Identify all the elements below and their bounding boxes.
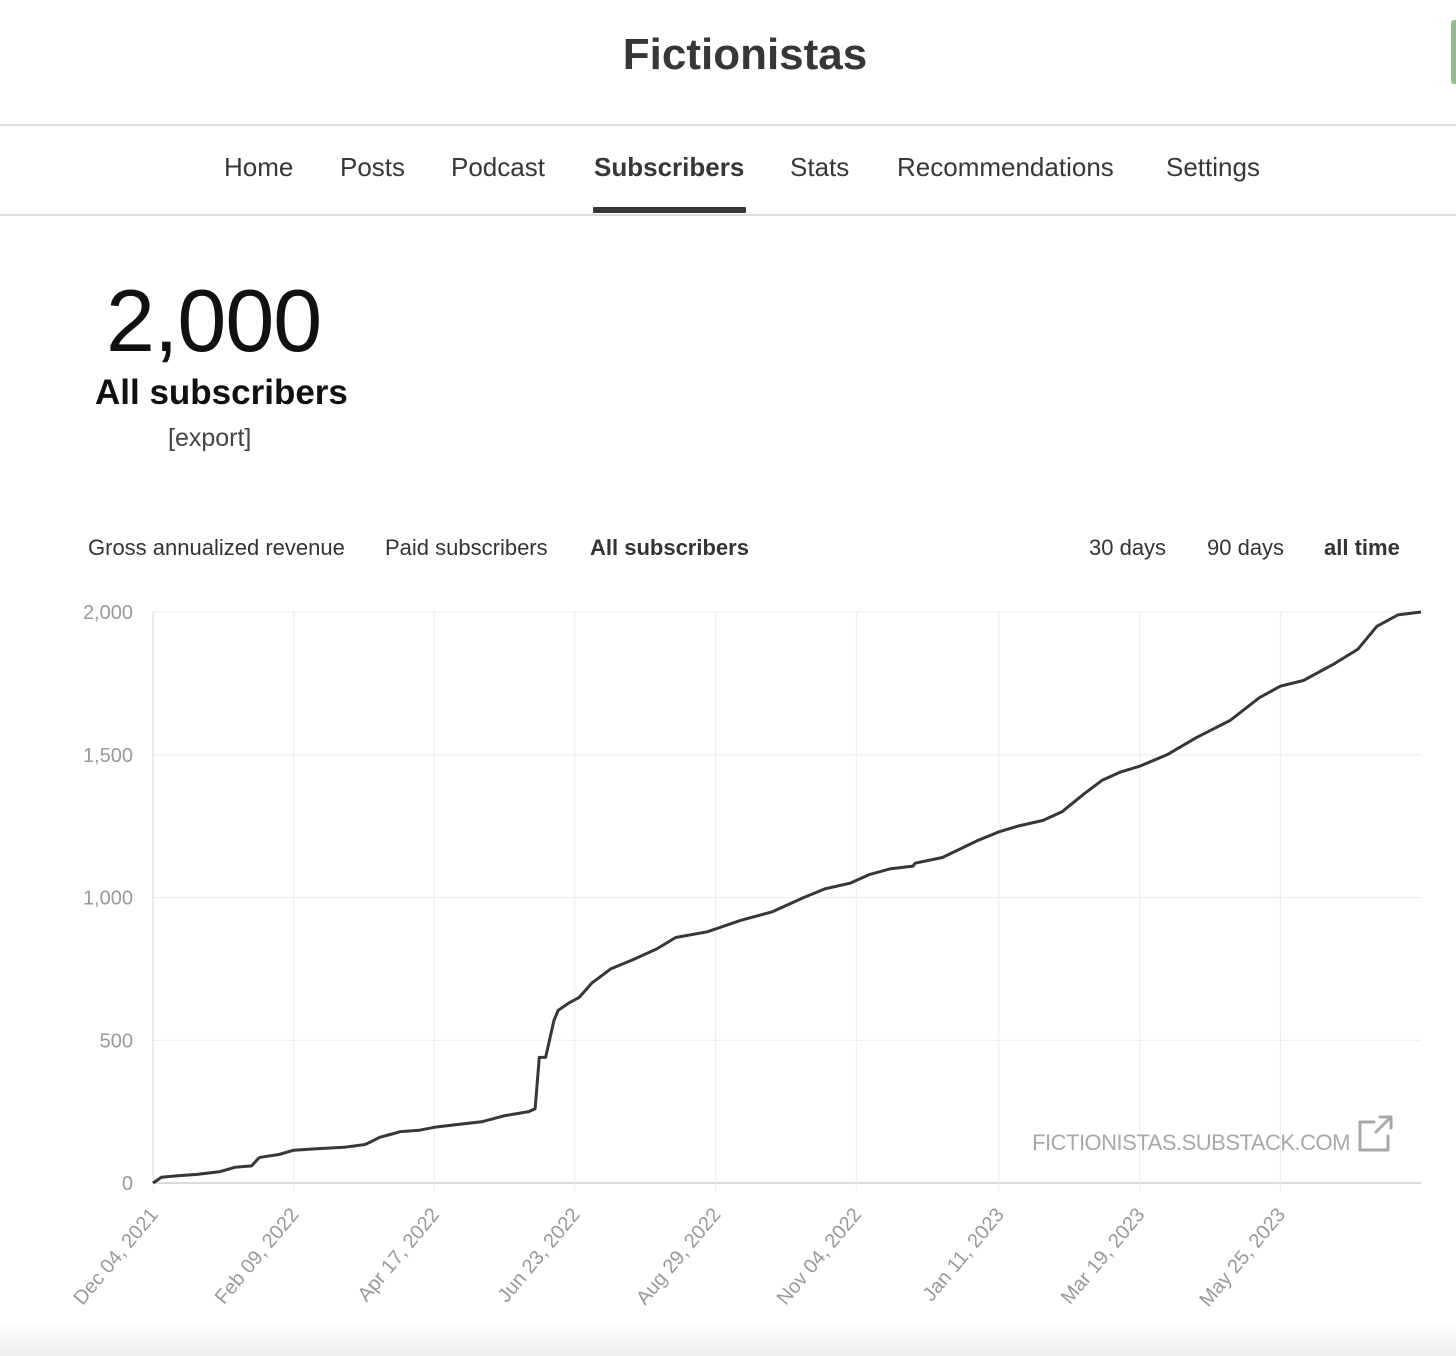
- y-tick-label: 500: [100, 1030, 133, 1052]
- site-header: Fictionistas: [0, 0, 1456, 126]
- y-tick-label: 1,000: [83, 888, 133, 910]
- series-line-all-subscribers: [152, 610, 1422, 1185]
- nav-item-settings[interactable]: Settings: [1166, 152, 1260, 182]
- range-tab-90-days[interactable]: 90 days: [1207, 535, 1285, 560]
- nav-item-subscribers[interactable]: Subscribers: [594, 152, 745, 182]
- range-tab-all-time[interactable]: all time: [1324, 535, 1400, 560]
- x-tick-label: Nov 04, 2022: [773, 1204, 866, 1309]
- site-title: Fictionistas: [622, 30, 868, 79]
- subscribers-chart: 0 500 1,000 1,500 2,000 Dec 04, 2021 Feb 09, 2…: [69, 602, 1422, 1311]
- metric-tab-revenue[interactable]: Gross annualized revenue: [88, 535, 345, 560]
- x-tick-label: Aug 29, 2022: [632, 1204, 725, 1309]
- metric-tab-paid-subscribers[interactable]: Paid subscribers: [385, 535, 548, 560]
- x-tick-label: May 25, 2023: [1195, 1204, 1290, 1311]
- nav-item-posts[interactable]: Posts: [340, 152, 406, 182]
- x-tick-label: Dec 04, 2021: [69, 1204, 162, 1309]
- y-tick-label: 1,500: [83, 745, 133, 767]
- range-tab-30-days[interactable]: 30 days: [1089, 535, 1167, 560]
- x-tick-label: Feb 09, 2022: [211, 1204, 304, 1308]
- nav-bar: Home Posts Podcast Subscribers Stats Rec…: [0, 126, 1456, 216]
- nav-item-podcast[interactable]: Podcast: [451, 152, 545, 182]
- external-link-icon[interactable]: [1358, 1115, 1393, 1152]
- window-bottom-edge: [0, 1320, 1456, 1356]
- side-panel-tab[interactable]: [1451, 20, 1456, 84]
- watermark-text[interactable]: FICTIONISTAS.SUBSTACK.COM: [1032, 1130, 1350, 1155]
- active-tab-underline: [593, 207, 746, 213]
- x-tick-label: Jun 23, 2022: [494, 1204, 585, 1307]
- chart-grid: [152, 611, 1421, 1191]
- metric-tab-all-subscribers[interactable]: All subscribers: [590, 535, 749, 560]
- x-tick-label: Jan 11, 2023: [919, 1204, 1009, 1306]
- subscriber-count-label: All subscribers: [95, 373, 348, 412]
- y-tick-label: 2,000: [83, 602, 133, 624]
- x-tick-label: Apr 17, 2022: [354, 1204, 444, 1306]
- chart-axes: 0 500 1,000 1,500 2,000 Dec 04, 2021 Feb 09, 2…: [69, 602, 1290, 1311]
- y-tick-label: 0: [122, 1173, 133, 1195]
- export-link[interactable]: [export]: [168, 424, 252, 452]
- chart-watermark[interactable]: FICTIONISTAS.SUBSTACK.COM: [1032, 1115, 1393, 1155]
- nav-item-recommendations[interactable]: Recommendations: [897, 152, 1114, 182]
- nav-item-stats[interactable]: Stats: [790, 152, 850, 182]
- x-tick-label: Mar 19, 2023: [1057, 1204, 1150, 1308]
- subscriber-count: 2,000: [106, 271, 322, 370]
- nav-item-home[interactable]: Home: [224, 152, 294, 182]
